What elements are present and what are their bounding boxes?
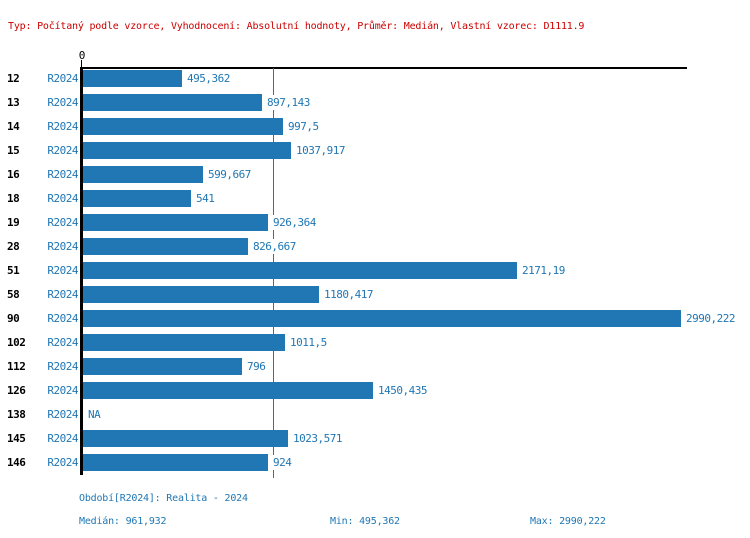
chart-row: 16 R2024 599,667 [0, 166, 750, 183]
row-period-label: R2024 [47, 240, 78, 253]
value-label: 541 [195, 191, 216, 206]
chart-row: 15 R2024 1037,917 [0, 142, 750, 159]
chart-row: 145 R2024 1023,571 [0, 430, 750, 447]
value-label: 926,364 [272, 215, 317, 230]
value-bar[interactable] [83, 454, 268, 471]
value-bar[interactable] [83, 190, 191, 207]
row-id-label: 16 [7, 168, 20, 181]
row-id-label: 28 [7, 240, 20, 253]
row-id-label: 18 [7, 192, 20, 205]
row-period-label: R2024 [47, 384, 78, 397]
footer-median-label: Medián: 961,932 [79, 516, 167, 527]
value-label: 2171,19 [521, 263, 566, 278]
row-period-label: R2024 [47, 312, 78, 325]
value-label: 1011,5 [289, 335, 328, 350]
footer-period-label: Období[R2024]: Realita - 2024 [79, 493, 248, 504]
row-id-label: 112 [7, 360, 26, 373]
footer-max-label: Max: 2990,222 [530, 516, 606, 527]
value-label: NA [87, 407, 102, 422]
chart-row: 126 R2024 1450,435 [0, 382, 750, 399]
row-period-label: R2024 [47, 216, 78, 229]
row-period-label: R2024 [47, 336, 78, 349]
chart-row: 58 R2024 1180,417 [0, 286, 750, 303]
row-period-label: R2024 [47, 120, 78, 133]
row-period-label: R2024 [47, 456, 78, 469]
row-id-label: 145 [7, 432, 26, 445]
value-label: 826,667 [252, 239, 297, 254]
x-axis-line [80, 67, 687, 69]
value-label: 897,143 [266, 95, 311, 110]
value-bar[interactable] [83, 310, 681, 327]
chart-row: 28 R2024 826,667 [0, 238, 750, 255]
row-id-label: 58 [7, 288, 20, 301]
chart-row: 90 R2024 2990,222 [0, 310, 750, 327]
value-label: 1450,435 [377, 383, 428, 398]
row-period-label: R2024 [47, 168, 78, 181]
row-id-label: 102 [7, 336, 26, 349]
value-label: 1037,917 [295, 143, 346, 158]
footer-min-label: Min: 495,362 [330, 516, 400, 527]
value-label: 1023,571 [292, 431, 343, 446]
row-period-label: R2024 [47, 360, 78, 373]
value-label: 2990,222 [685, 311, 736, 326]
y-axis-line [80, 67, 83, 475]
chart-row: 18 R2024 541 [0, 190, 750, 207]
row-period-label: R2024 [47, 408, 78, 421]
row-id-label: 15 [7, 144, 20, 157]
chart-row: 146 R2024 924 [0, 454, 750, 471]
value-label: 599,667 [207, 167, 252, 182]
value-label: 1180,417 [323, 287, 374, 302]
chart-row: 112 R2024 796 [0, 358, 750, 375]
axis-zero-tick [81, 60, 82, 67]
row-id-label: 126 [7, 384, 26, 397]
chart-row: 19 R2024 926,364 [0, 214, 750, 231]
value-label: 997,5 [287, 119, 320, 134]
value-bar[interactable] [83, 286, 319, 303]
chart-row: 13 R2024 897,143 [0, 94, 750, 111]
row-id-label: 13 [7, 96, 20, 109]
value-bar[interactable] [83, 238, 248, 255]
row-period-label: R2024 [47, 144, 78, 157]
value-bar[interactable] [83, 70, 182, 87]
value-bar[interactable] [83, 334, 285, 351]
chart-row: 51 R2024 2171,19 [0, 262, 750, 279]
row-id-label: 14 [7, 120, 20, 133]
row-period-label: R2024 [47, 72, 78, 85]
value-bar[interactable] [83, 118, 283, 135]
value-bar[interactable] [83, 430, 288, 447]
value-bar[interactable] [83, 166, 203, 183]
row-period-label: R2024 [47, 264, 78, 277]
value-bar[interactable] [83, 382, 373, 399]
row-id-label: 146 [7, 456, 26, 469]
value-bar[interactable] [83, 214, 268, 231]
value-label: 924 [272, 455, 293, 470]
value-bar[interactable] [83, 262, 517, 279]
value-bar[interactable] [83, 94, 262, 111]
row-id-label: 90 [7, 312, 20, 325]
chart-row: 14 R2024 997,5 [0, 118, 750, 135]
chart-row: 12 R2024 495,362 [0, 70, 750, 87]
value-label: 495,362 [186, 71, 231, 86]
row-period-label: R2024 [47, 288, 78, 301]
row-id-label: 51 [7, 264, 20, 277]
chart-row: 138 R2024 NA [0, 406, 750, 423]
row-id-label: 19 [7, 216, 20, 229]
value-label: 796 [246, 359, 267, 374]
row-period-label: R2024 [47, 192, 78, 205]
row-period-label: R2024 [47, 96, 78, 109]
value-bar[interactable] [83, 358, 242, 375]
chart-row: 102 R2024 1011,5 [0, 334, 750, 351]
row-id-label: 138 [7, 408, 26, 421]
axis-zero-label: 0 [78, 49, 86, 62]
value-bar[interactable] [83, 142, 291, 159]
row-period-label: R2024 [47, 432, 78, 445]
row-id-label: 12 [7, 72, 20, 85]
chart-config-line: Typ: Počítaný podle vzorce, Vyhodnocení:… [8, 21, 585, 32]
